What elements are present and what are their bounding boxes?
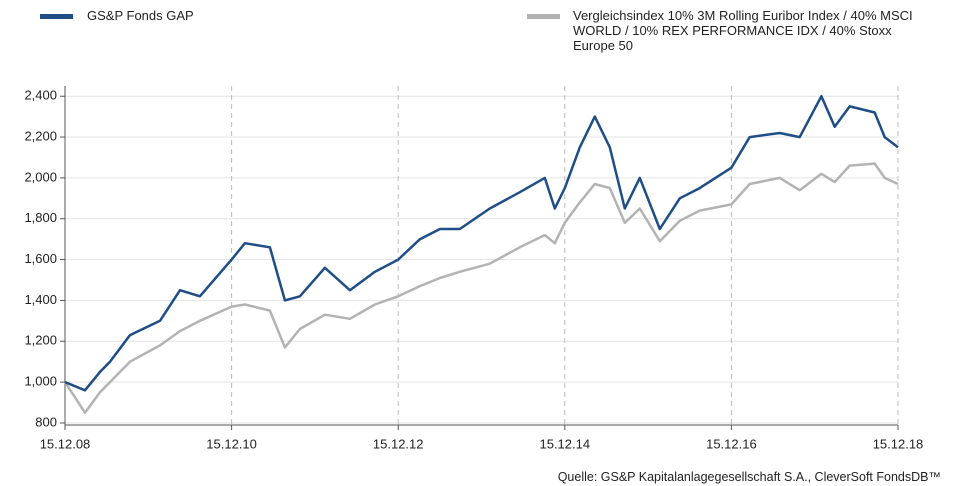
y-tick-label: 2,000 bbox=[24, 169, 57, 184]
y-tick-label: 1,800 bbox=[24, 210, 57, 225]
x-tick-label: 15.12.08 bbox=[40, 436, 91, 451]
y-tick-label: 1,600 bbox=[24, 251, 57, 266]
y-tick-label: 1,200 bbox=[24, 333, 57, 348]
y-tick-label: 2,400 bbox=[24, 88, 57, 103]
plot: 800 1,000 1,200 1,400 1,600 1,800 2,000 2,200 2,… bbox=[0, 0, 963, 486]
x-tick-label: 15.12.14 bbox=[539, 436, 590, 451]
y-tick-label: 2,200 bbox=[24, 128, 57, 143]
legend-swatch bbox=[40, 14, 73, 19]
source: Quelle: GS&P Kapitalanlagegesellschaft S… bbox=[558, 470, 941, 484]
x-tick-label: 15.12.18 bbox=[873, 436, 924, 451]
chart: 800 1,000 1,200 1,400 1,600 1,800 2,000 2,200 2,… bbox=[0, 0, 963, 486]
y-tick-label: 1,400 bbox=[24, 292, 57, 307]
legend-label: Vergleichsindex 10% 3M Rolling Euribor I… bbox=[573, 8, 933, 53]
legend-swatch bbox=[527, 14, 560, 19]
x-tick-label: 15.12.10 bbox=[206, 436, 257, 451]
y-tick-label: 800 bbox=[35, 414, 57, 429]
y-tick-label: 1,000 bbox=[24, 374, 57, 389]
series-line bbox=[65, 96, 898, 390]
x-tick-label: 15.12.12 bbox=[373, 436, 424, 451]
x-tick-label: 15.12.16 bbox=[706, 436, 757, 451]
series-line bbox=[65, 164, 898, 413]
legend-label: GS&P Fonds GAP bbox=[87, 8, 287, 23]
